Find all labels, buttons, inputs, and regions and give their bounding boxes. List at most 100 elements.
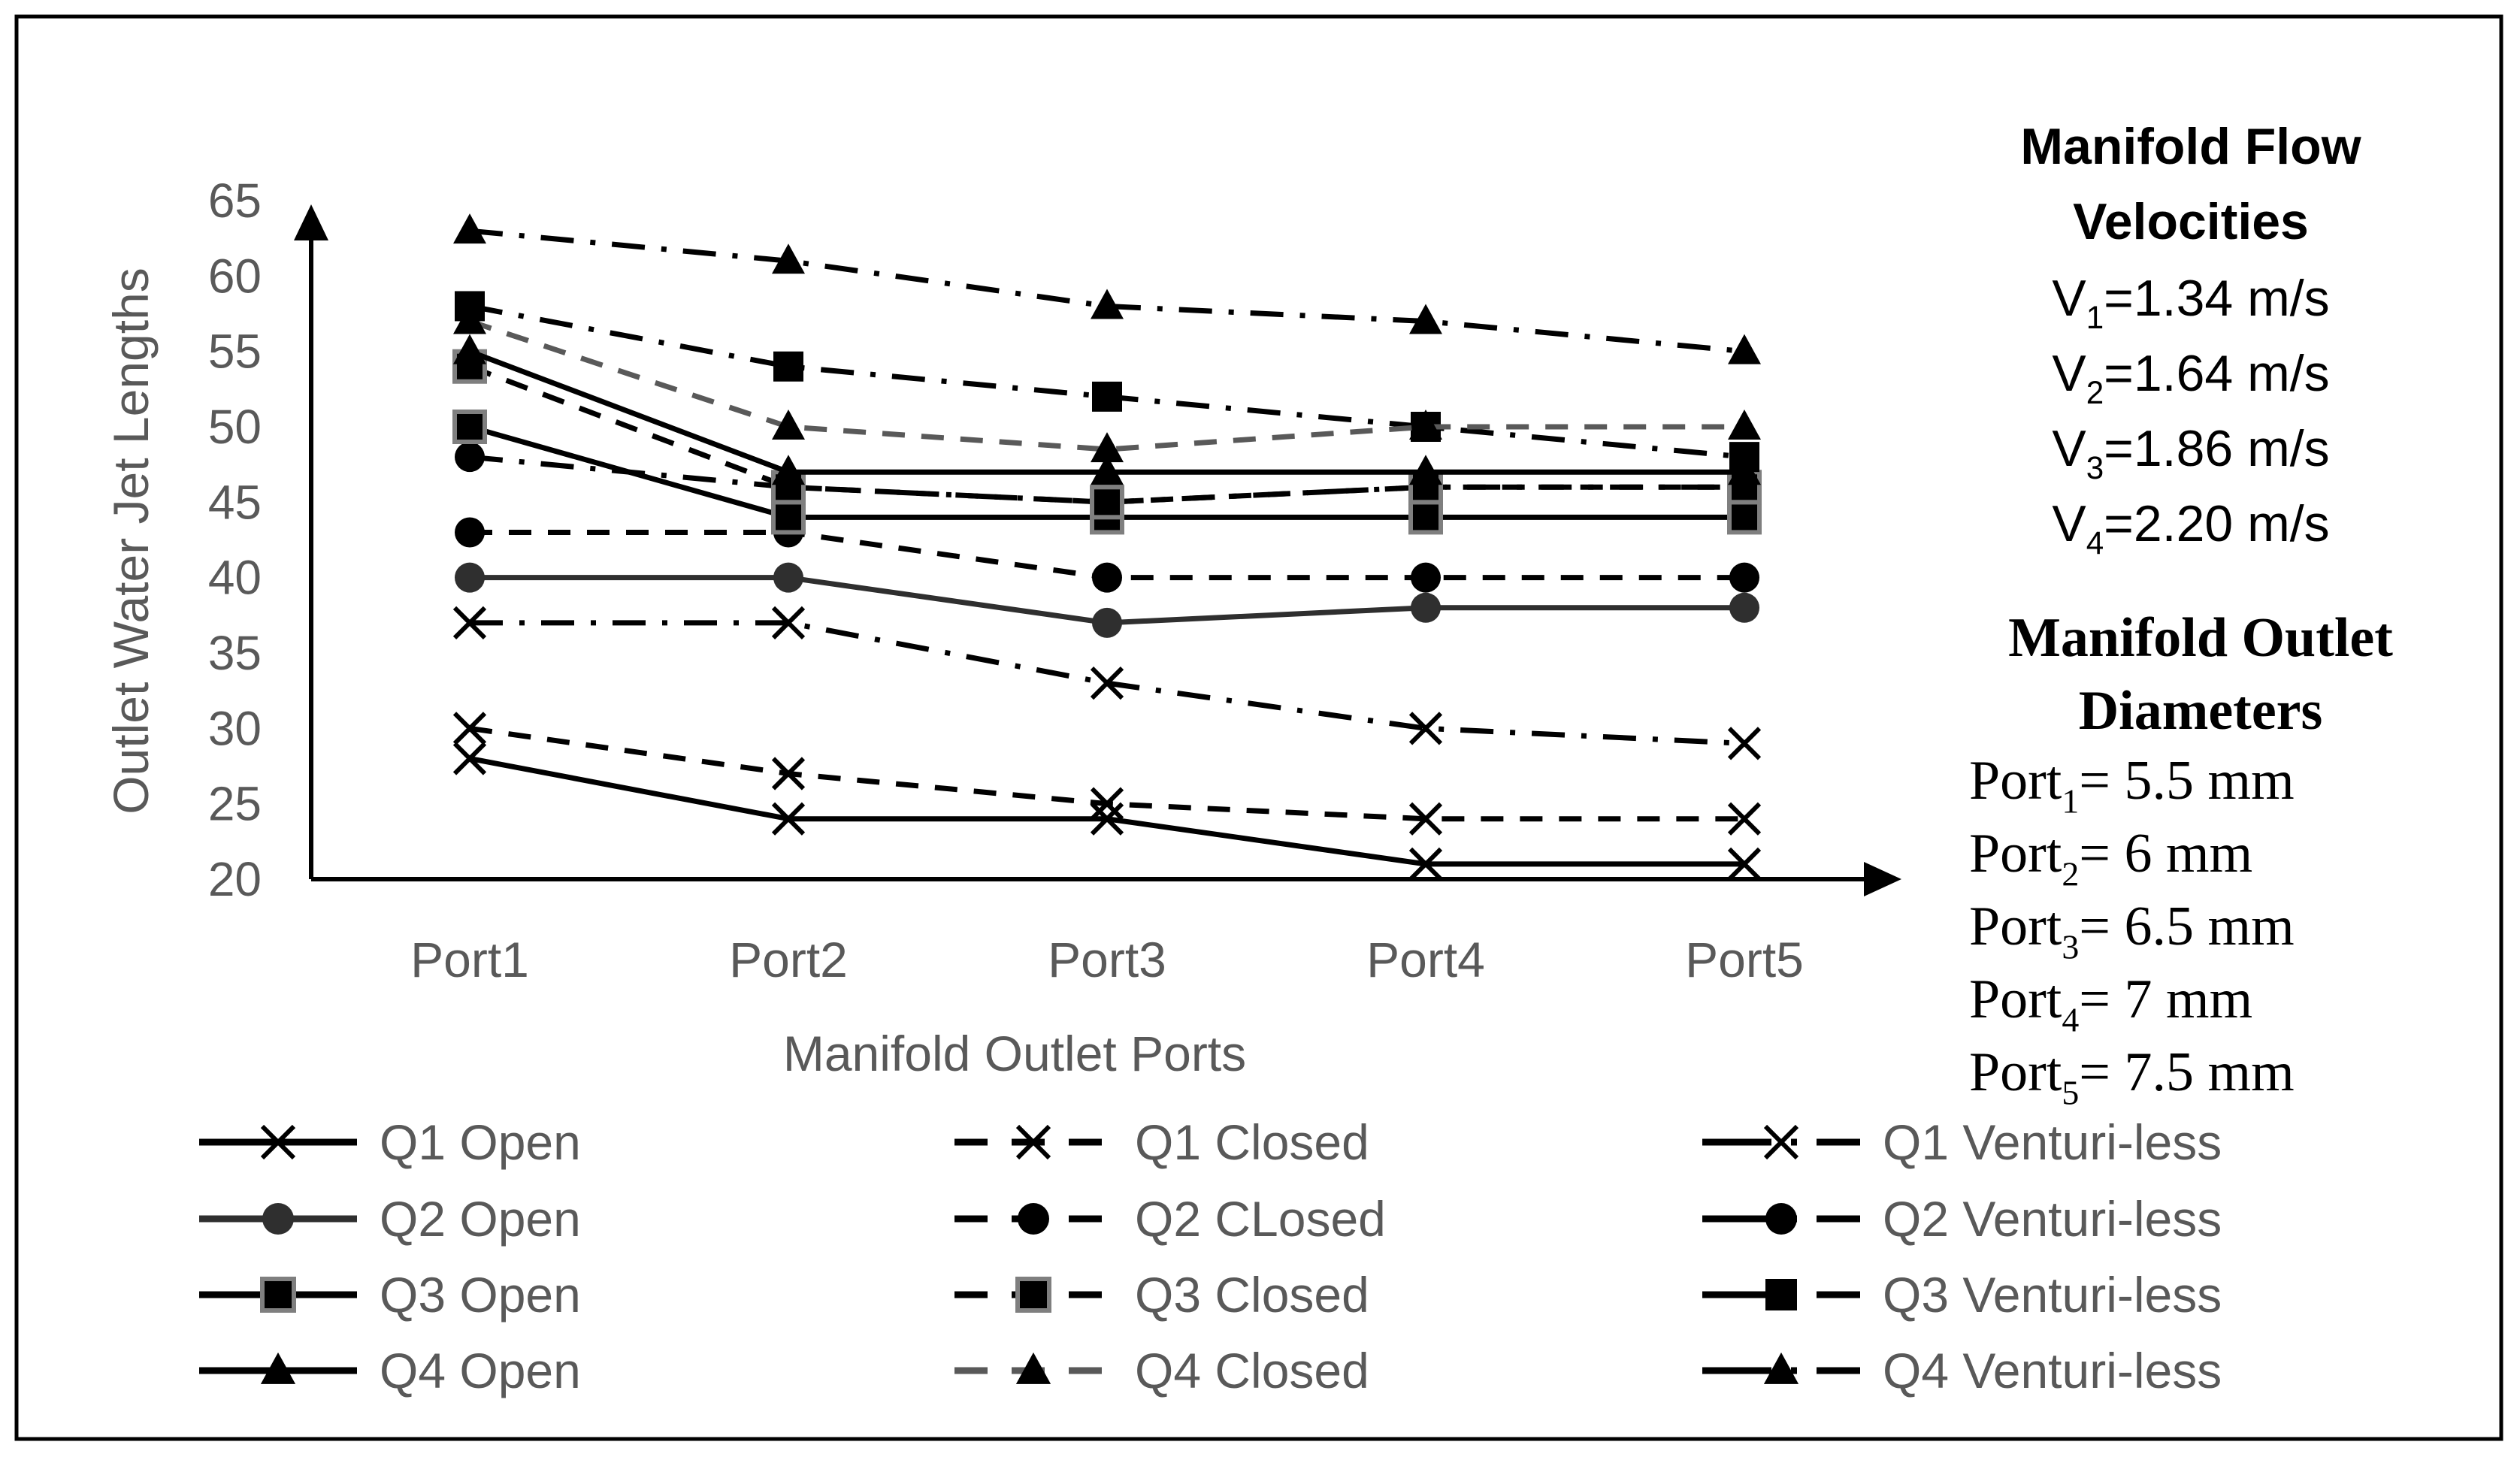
y-tick-label: 45 [208,475,262,529]
legend-entry: Q2 Open [199,1191,581,1247]
data-point [1408,500,1443,535]
series-q4-closed [453,304,1761,463]
velocity-value: V3=1.86 m/s [2052,420,2329,485]
y-tick-label: 25 [208,777,262,831]
series-q4-open [453,334,1761,485]
data-point [1408,802,1443,836]
data-point [1090,802,1124,836]
data-point [1090,787,1124,821]
legend-entry: Q1 Closed [954,1114,1369,1170]
series-q2-open [455,562,1759,638]
data-point [1090,667,1124,700]
legend-entry: Q2 Venturi-less [1702,1191,2222,1247]
legend-entry: Q3 Venturi-less [1702,1267,2222,1322]
legend-label: Q2 Open [380,1191,581,1247]
series-q1-closed [452,712,1762,836]
y-tick-label: 30 [208,701,262,755]
diameter-value: Port3= 6.5 mm [1969,896,2295,966]
data-point [1728,455,1761,485]
y-tick-label: 55 [208,325,262,379]
data-point [1727,802,1762,836]
legend-label: Q2 CLosed [1135,1191,1386,1247]
data-point [1727,847,1762,881]
velocities-title-line2: Velocities [2073,193,2309,250]
series-q1-open [452,742,1762,881]
y-tick-label: 40 [208,551,262,605]
legend-entry: Q3 Open [199,1267,581,1322]
data-point [452,410,487,444]
data-point [1409,304,1442,334]
data-point [1729,562,1759,593]
y-tick-labels: 65 60 55 50 45 40 35 30 25 20 [208,174,262,906]
legend-marker [260,1352,296,1384]
data-point [1727,500,1762,535]
data-point [772,455,805,485]
data-point [1411,562,1441,593]
legend-entry: Q4 Closed [954,1343,1369,1398]
diameters-annotation: Manifold Outlet Diameters Port1= 5.5 mmP… [1969,607,2393,1112]
data-point [773,562,803,593]
data-point [455,562,485,593]
velocity-value: V2=1.64 m/s [2052,345,2329,410]
legend-entry: Q4 Venturi-less [1702,1343,2222,1398]
data-point [453,334,486,364]
legend-label: Q4 Open [380,1343,581,1398]
series-q4-venturi-less [453,213,1761,364]
legend-label: Q2 Venturi-less [1883,1191,2222,1247]
legend-marker [260,1124,296,1160]
chart-border [14,14,2503,1441]
data-point [1091,455,1124,485]
legend-label: Q1 Open [380,1114,581,1170]
legend-entry: Q2 CLosed [954,1191,1386,1247]
data-point [773,351,803,382]
x-tick-label: Port3 [1048,932,1166,987]
legend-entry: Q4 Open [199,1343,581,1398]
legend: Q1 Open Q1 Closed Q1 Venturi-less Q2 Open Q2… [199,1114,2222,1398]
data-point [1728,410,1761,440]
data-point [772,410,805,440]
data-point [1729,592,1759,623]
legend-label: Q3 Venturi-less [1883,1267,2222,1322]
velocity-value: V1=1.34 m/s [2052,270,2329,335]
data-point [453,304,486,334]
y-axis-arrow [294,204,328,240]
velocities-annotation: Manifold Flow Velocities V1=1.34 m/s V2=1… [2020,118,2361,561]
legend-entry: Q3 Closed [954,1267,1369,1322]
diameters-title-line1: Manifold Outlet [2008,607,2393,669]
data-point [1091,432,1124,463]
y-tick-label: 20 [208,852,262,906]
legend-label: Q1 Closed [1135,1114,1369,1170]
x-tick-label: Port1 [410,932,529,987]
legend-label: Q4 Closed [1135,1343,1369,1398]
data-point [1411,592,1441,623]
legend-marker [262,1203,294,1235]
legend-marker [1765,1279,1797,1310]
data-point [1092,607,1122,638]
data-point [453,213,486,244]
series-q1-venturi-less [452,606,1762,760]
data-point [771,500,806,535]
series-layer [452,213,1762,881]
data-point [1091,289,1124,319]
legend-marker [1015,1352,1051,1384]
legend-marker [1765,1203,1797,1235]
legend-marker [1015,1124,1051,1160]
velocity-value: V4=2.20 m/s [2052,495,2329,561]
y-tick-label: 60 [208,249,262,303]
legend-marker [1763,1124,1799,1160]
legend-label: Q3 Open [380,1267,581,1322]
data-point [771,606,806,639]
diameter-value: Port1= 5.5 mm [1969,750,2295,821]
y-tick-label: 35 [208,626,262,680]
y-tick-label: 65 [208,174,262,228]
legend-marker [1763,1352,1799,1384]
data-point [1408,712,1443,745]
y-tick-label: 50 [208,400,262,454]
legend-marker [1018,1203,1049,1235]
data-point [452,606,487,639]
legend-label: Q3 Closed [1135,1267,1369,1322]
data-point [1727,727,1762,760]
legend-entry: Q1 Open [199,1114,581,1170]
